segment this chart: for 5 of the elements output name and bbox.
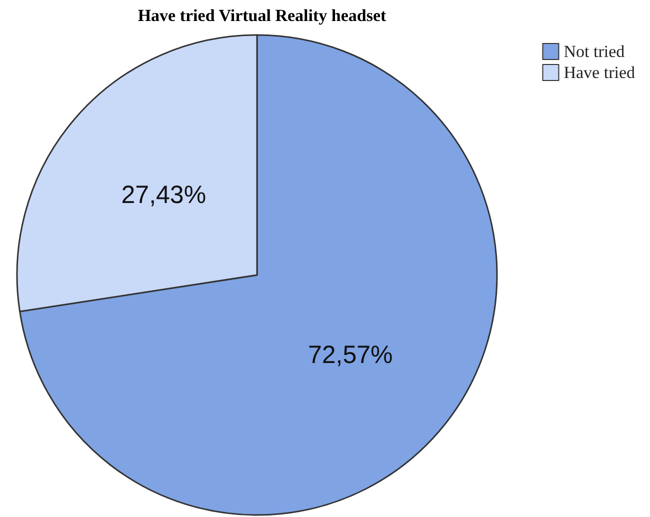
legend-label: Have tried xyxy=(564,63,636,82)
data-label: 72,57% xyxy=(308,341,393,370)
chart-title: Have tried Virtual Reality headset xyxy=(138,6,387,25)
legend-label: Not tried xyxy=(564,42,626,61)
data-label: 27,43% xyxy=(121,180,206,209)
